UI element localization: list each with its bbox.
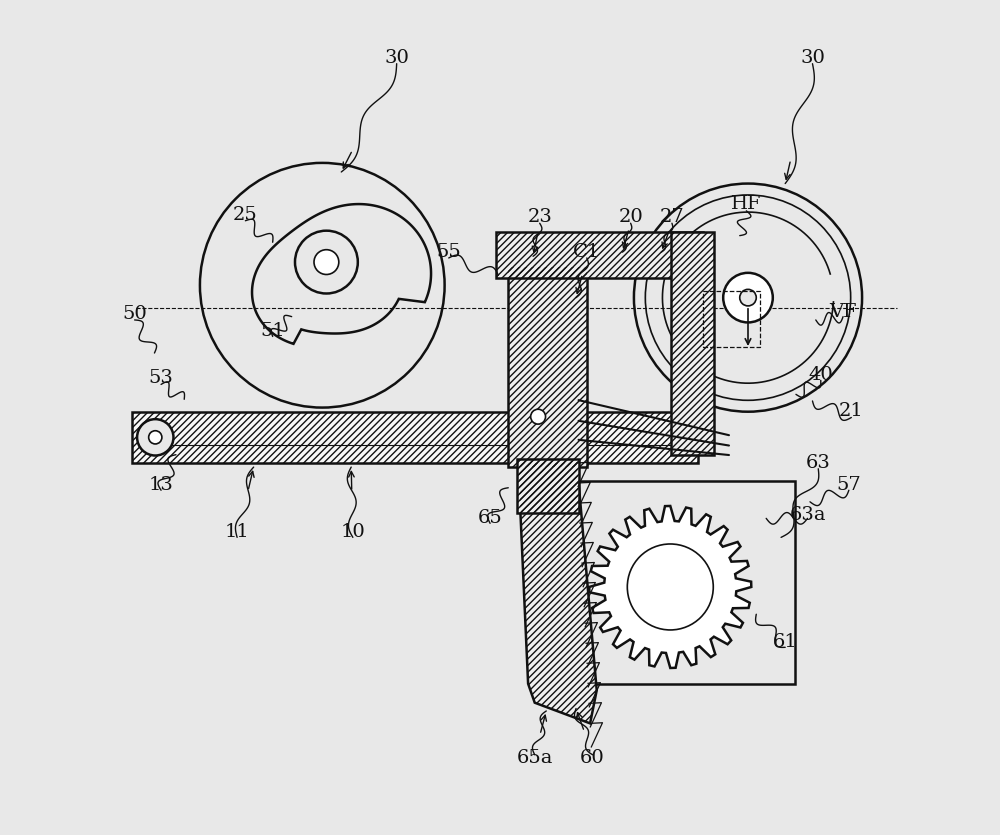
Bar — [508, 267, 587, 467]
Circle shape — [740, 290, 756, 306]
Bar — [132, 412, 698, 463]
Text: 65: 65 — [478, 509, 502, 528]
Text: C1: C1 — [573, 243, 600, 261]
Circle shape — [149, 431, 162, 444]
Bar — [496, 232, 703, 278]
Circle shape — [314, 250, 339, 275]
Text: VF: VF — [829, 302, 857, 321]
Text: 61: 61 — [773, 634, 798, 651]
Text: 10: 10 — [340, 523, 365, 540]
Bar — [671, 232, 714, 455]
Circle shape — [200, 163, 445, 407]
Bar — [703, 291, 760, 347]
Circle shape — [645, 195, 851, 400]
Circle shape — [295, 230, 358, 293]
Polygon shape — [589, 506, 751, 668]
Bar — [496, 232, 703, 278]
Circle shape — [723, 273, 773, 322]
Text: 53: 53 — [149, 369, 174, 387]
Text: 60: 60 — [580, 749, 605, 767]
Bar — [517, 459, 579, 513]
Text: 57: 57 — [836, 476, 861, 494]
Circle shape — [531, 409, 546, 424]
Text: 51: 51 — [260, 321, 285, 340]
Bar — [517, 459, 579, 513]
Text: HF: HF — [731, 195, 762, 213]
Text: 21: 21 — [839, 402, 864, 420]
Text: 63a: 63a — [789, 506, 826, 524]
Bar — [508, 267, 587, 467]
Circle shape — [627, 544, 713, 630]
Text: 25: 25 — [233, 206, 258, 224]
Text: 27: 27 — [660, 209, 684, 226]
Bar — [132, 412, 698, 463]
Circle shape — [137, 419, 173, 456]
Text: 23: 23 — [527, 209, 552, 226]
Text: 30: 30 — [384, 49, 409, 67]
Polygon shape — [518, 463, 597, 723]
Text: 13: 13 — [149, 476, 174, 494]
Polygon shape — [252, 204, 431, 344]
Text: 55: 55 — [436, 243, 461, 261]
Text: 30: 30 — [800, 49, 825, 67]
Text: 50: 50 — [122, 305, 147, 323]
Text: 63: 63 — [806, 454, 831, 472]
Text: 20: 20 — [618, 209, 643, 226]
Text: 11: 11 — [225, 523, 249, 540]
Bar — [560, 481, 795, 684]
Text: 40: 40 — [808, 366, 833, 383]
Text: 65a: 65a — [517, 749, 553, 767]
Circle shape — [634, 184, 862, 412]
Bar — [671, 232, 714, 455]
